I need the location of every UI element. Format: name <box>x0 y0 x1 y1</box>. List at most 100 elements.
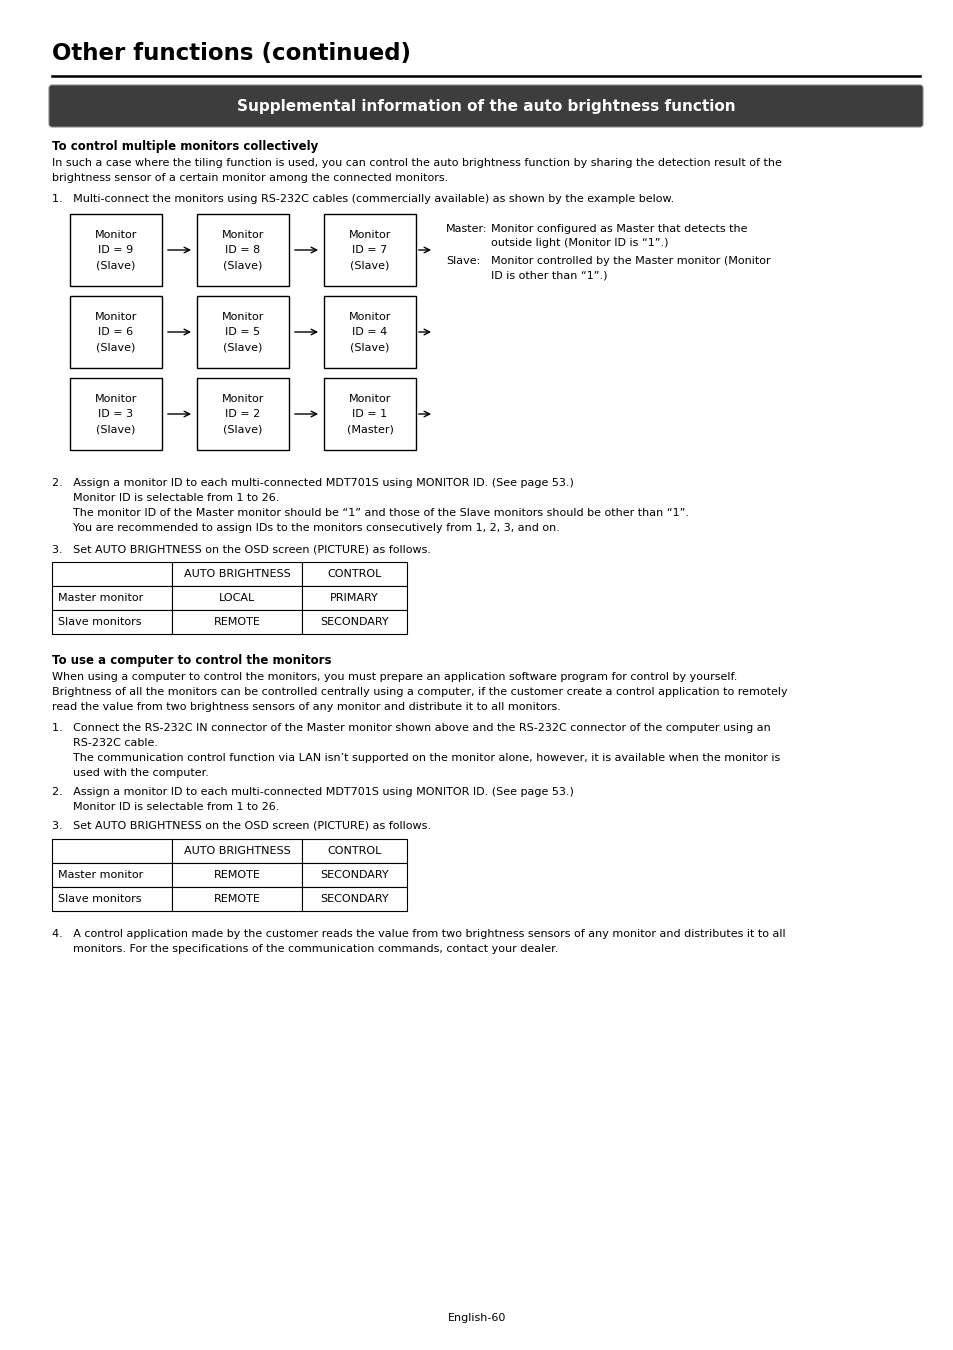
Text: Monitor: Monitor <box>94 230 137 240</box>
Text: ID = 4: ID = 4 <box>352 327 387 338</box>
Text: PRIMARY: PRIMARY <box>330 593 378 603</box>
Text: Monitor: Monitor <box>94 394 137 404</box>
Bar <box>324 215 416 286</box>
Bar <box>172 610 302 634</box>
Bar <box>52 586 172 610</box>
Text: ID is other than “1”.): ID is other than “1”.) <box>491 270 607 279</box>
Text: English-60: English-60 <box>447 1314 506 1323</box>
Text: (Slave): (Slave) <box>96 342 135 352</box>
Text: Slave monitors: Slave monitors <box>58 617 141 626</box>
Text: The monitor ID of the Master monitor should be “1” and those of the Slave monito: The monitor ID of the Master monitor sho… <box>52 508 688 518</box>
Text: 4.   A control application made by the customer reads the value from two brightn: 4. A control application made by the cus… <box>52 929 785 940</box>
Text: ID = 8: ID = 8 <box>225 244 260 255</box>
Text: (Slave): (Slave) <box>350 261 389 270</box>
Text: 2.   Assign a monitor ID to each multi-connected MDT701S using MONITOR ID. (See : 2. Assign a monitor ID to each multi-con… <box>52 787 574 796</box>
Text: 3.   Set AUTO BRIGHTNESS on the OSD screen (PICTURE) as follows.: 3. Set AUTO BRIGHTNESS on the OSD screen… <box>52 821 431 832</box>
Bar <box>302 887 407 911</box>
Text: Slave:: Slave: <box>446 256 479 266</box>
Text: (Slave): (Slave) <box>223 342 262 352</box>
Bar <box>70 215 162 286</box>
Text: You are recommended to assign IDs to the monitors consecutively from 1, 2, 3, an: You are recommended to assign IDs to the… <box>52 522 559 533</box>
Text: used with the computer.: used with the computer. <box>52 768 209 778</box>
Bar <box>302 863 407 887</box>
Text: LOCAL: LOCAL <box>218 593 254 603</box>
Text: read the value from two brightness sensors of any monitor and distribute it to a: read the value from two brightness senso… <box>52 702 560 711</box>
Text: CONTROL: CONTROL <box>327 846 381 856</box>
Text: SECONDARY: SECONDARY <box>320 617 389 626</box>
Text: 1.   Multi-connect the monitors using RS-232C cables (commercially available) as: 1. Multi-connect the monitors using RS-2… <box>52 194 674 204</box>
Bar <box>196 296 289 369</box>
Text: (Slave): (Slave) <box>350 342 389 352</box>
Text: Monitor configured as Master that detects the: Monitor configured as Master that detect… <box>491 224 747 234</box>
Text: Brightness of all the monitors can be controlled centrally using a computer, if : Brightness of all the monitors can be co… <box>52 687 787 697</box>
Bar <box>302 586 407 610</box>
Text: Monitor: Monitor <box>349 312 391 323</box>
Text: 2.   Assign a monitor ID to each multi-connected MDT701S using MONITOR ID. (See : 2. Assign a monitor ID to each multi-con… <box>52 478 574 487</box>
Bar <box>52 887 172 911</box>
Text: (Slave): (Slave) <box>96 261 135 270</box>
Text: Monitor: Monitor <box>222 312 264 323</box>
Bar <box>196 215 289 286</box>
Text: Monitor ID is selectable from 1 to 26.: Monitor ID is selectable from 1 to 26. <box>52 802 279 811</box>
Text: ID = 2: ID = 2 <box>225 409 260 418</box>
Bar <box>324 378 416 450</box>
Text: Slave monitors: Slave monitors <box>58 894 141 904</box>
Bar <box>52 838 172 863</box>
Text: outside light (Monitor ID is “1”.): outside light (Monitor ID is “1”.) <box>491 238 668 248</box>
Text: (Slave): (Slave) <box>223 424 262 433</box>
Text: monitors. For the specifications of the communication commands, contact your dea: monitors. For the specifications of the … <box>52 944 558 954</box>
Text: RS-232C cable.: RS-232C cable. <box>52 738 158 748</box>
Text: Monitor controlled by the Master monitor (Monitor: Monitor controlled by the Master monitor… <box>491 256 770 266</box>
Bar <box>302 562 407 586</box>
Bar <box>70 378 162 450</box>
FancyBboxPatch shape <box>49 85 923 127</box>
Text: Other functions (continued): Other functions (continued) <box>52 42 411 65</box>
Bar <box>172 887 302 911</box>
Text: Master monitor: Master monitor <box>58 869 143 880</box>
Text: ID = 3: ID = 3 <box>98 409 133 418</box>
Bar <box>196 378 289 450</box>
Text: Monitor: Monitor <box>222 394 264 404</box>
Text: Monitor: Monitor <box>222 230 264 240</box>
Bar <box>172 562 302 586</box>
Bar <box>324 296 416 369</box>
Text: ID = 5: ID = 5 <box>225 327 260 338</box>
Bar <box>172 586 302 610</box>
Text: (Master): (Master) <box>346 424 393 433</box>
Text: AUTO BRIGHTNESS: AUTO BRIGHTNESS <box>183 568 290 579</box>
Text: Monitor: Monitor <box>349 230 391 240</box>
Text: To control multiple monitors collectively: To control multiple monitors collectivel… <box>52 140 318 153</box>
Text: ID = 7: ID = 7 <box>352 244 387 255</box>
Bar <box>302 610 407 634</box>
Bar <box>172 863 302 887</box>
Text: ID = 9: ID = 9 <box>98 244 133 255</box>
Bar <box>302 838 407 863</box>
Bar <box>172 838 302 863</box>
Bar <box>70 296 162 369</box>
Bar <box>52 863 172 887</box>
Text: To use a computer to control the monitors: To use a computer to control the monitor… <box>52 653 331 667</box>
Text: 1.   Connect the RS-232C IN connector of the Master monitor shown above and the : 1. Connect the RS-232C IN connector of t… <box>52 724 770 733</box>
Text: Monitor ID is selectable from 1 to 26.: Monitor ID is selectable from 1 to 26. <box>52 493 279 504</box>
Text: SECONDARY: SECONDARY <box>320 894 389 904</box>
Text: Monitor: Monitor <box>349 394 391 404</box>
Text: (Slave): (Slave) <box>223 261 262 270</box>
Text: (Slave): (Slave) <box>96 424 135 433</box>
Text: CONTROL: CONTROL <box>327 568 381 579</box>
Text: Master monitor: Master monitor <box>58 593 143 603</box>
Text: ID = 6: ID = 6 <box>98 327 133 338</box>
Text: brightness sensor of a certain monitor among the connected monitors.: brightness sensor of a certain monitor a… <box>52 173 448 184</box>
Text: 3.   Set AUTO BRIGHTNESS on the OSD screen (PICTURE) as follows.: 3. Set AUTO BRIGHTNESS on the OSD screen… <box>52 544 431 554</box>
Text: The communication control function via LAN isn’t supported on the monitor alone,: The communication control function via L… <box>52 753 780 763</box>
Text: REMOTE: REMOTE <box>213 869 260 880</box>
Text: When using a computer to control the monitors, you must prepare an application s: When using a computer to control the mon… <box>52 672 737 682</box>
Text: REMOTE: REMOTE <box>213 617 260 626</box>
Text: AUTO BRIGHTNESS: AUTO BRIGHTNESS <box>183 846 290 856</box>
Text: In such a case where the tiling function is used, you can control the auto brigh: In such a case where the tiling function… <box>52 158 781 167</box>
Bar <box>52 562 172 586</box>
Text: ID = 1: ID = 1 <box>352 409 387 418</box>
Text: Supplemental information of the auto brightness function: Supplemental information of the auto bri… <box>236 99 735 113</box>
Bar <box>52 610 172 634</box>
Text: REMOTE: REMOTE <box>213 894 260 904</box>
Text: Monitor: Monitor <box>94 312 137 323</box>
